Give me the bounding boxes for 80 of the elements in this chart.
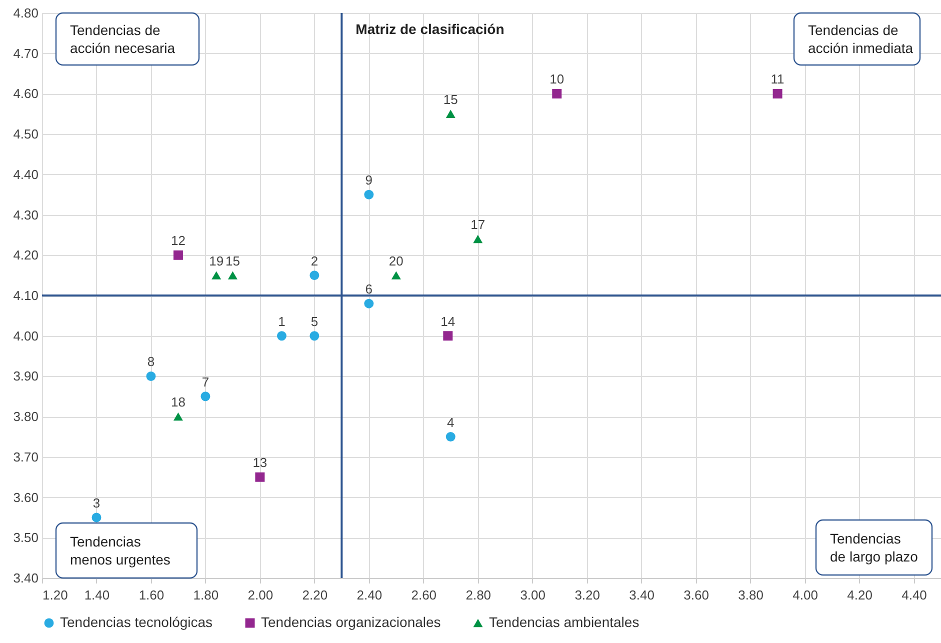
ref-line-label: Matriz de clasificación (356, 21, 504, 37)
x-tick-label: 1.60 (138, 588, 164, 602)
annotation: 8 (147, 354, 155, 370)
point (276, 331, 286, 341)
annotation: Tendencias menos urgentes (70, 534, 170, 568)
x-tick-label: 1.80 (193, 588, 219, 602)
annotation: 5 (310, 314, 318, 329)
x-tick-label: 2.80 (466, 588, 492, 602)
x-tick-label: 3.80 (738, 588, 764, 602)
point (228, 271, 238, 280)
y-tick-label: 3.80 (13, 409, 38, 424)
x-tick-label: 1.40 (84, 588, 110, 602)
annotation: 7 (202, 374, 210, 390)
x-tick-label: 4.00 (792, 588, 818, 602)
annotation: 17 (470, 217, 486, 232)
annotation: 20 (388, 253, 404, 268)
x-tick-label: 2.60 (411, 588, 437, 602)
annotation: 9 (365, 172, 373, 188)
x-tick-label: 2.00 (248, 588, 274, 602)
x-tick-label: 4.20 (847, 588, 872, 602)
y-tick-label: 4.50 (13, 126, 38, 142)
y-tick-label: 3.90 (13, 368, 38, 384)
annotation: Tendencias de acción necesaria (70, 22, 176, 56)
y-tick-label: 3.70 (13, 449, 38, 464)
annotation: 11 (770, 72, 784, 87)
point (200, 392, 210, 402)
annotation: 19 (209, 253, 224, 268)
y-tick-label: 4.40 (13, 166, 38, 182)
y-tick-label: 4.80 (13, 6, 38, 20)
annotation: 15 (225, 253, 240, 268)
y-tick-label: 3.60 (13, 490, 38, 505)
y-tick-label: 4.70 (13, 46, 38, 61)
y-tick-label: 3.40 (13, 570, 38, 586)
x-tick-label: 3.60 (684, 588, 709, 602)
x-tick-label: 1.20 (42, 588, 68, 602)
point (446, 432, 456, 442)
annotation: 1 (278, 314, 286, 329)
point (772, 88, 782, 98)
x-tick-label: 3.00 (520, 588, 546, 602)
point (364, 298, 374, 308)
point (446, 110, 456, 118)
annotation: 4 (447, 414, 454, 430)
annotation: 10 (550, 72, 564, 87)
annotation: 2 (310, 253, 318, 268)
point (443, 331, 453, 341)
legend-label: Tendencias ambientales (489, 614, 640, 630)
point (473, 234, 483, 244)
annotation: 18 (170, 394, 186, 410)
annotation: 13 (252, 455, 268, 470)
annotation: Tendencias de largo plazo (830, 530, 918, 564)
point (310, 331, 320, 341)
point (173, 412, 183, 421)
annotation: Tendencias de acción inmediata (808, 22, 914, 56)
annotation: 14 (440, 314, 456, 329)
point (552, 88, 562, 98)
y-tick-label: 4.10 (13, 288, 38, 303)
y-tick-label: 4.30 (13, 207, 38, 222)
point (364, 190, 374, 200)
y-tick-label: 4.20 (13, 248, 38, 263)
x-tick-label: 3.20 (574, 588, 600, 602)
legend-label: Tendencias organizacionales (261, 614, 441, 630)
point (146, 371, 156, 381)
y-tick-label: 3.50 (13, 530, 38, 546)
point (310, 270, 320, 280)
y-tick-label: 4.00 (13, 328, 38, 344)
x-tick-label: 2.40 (356, 588, 382, 602)
x-tick-label: 3.40 (629, 588, 654, 602)
x-tick-label: 2.20 (302, 588, 328, 602)
legend-label: Tendencias tecnológicas (60, 614, 213, 630)
annotation: 12 (170, 233, 186, 248)
x-tick-label: 4.40 (902, 588, 927, 602)
annotation: 6 (365, 282, 373, 297)
point (255, 472, 265, 482)
annotation: 15 (443, 92, 458, 107)
point (92, 512, 102, 522)
y-tick-label: 4.60 (13, 86, 38, 102)
point (391, 271, 401, 280)
point (173, 250, 183, 260)
annotation: 3 (92, 495, 100, 510)
point (212, 271, 222, 280)
